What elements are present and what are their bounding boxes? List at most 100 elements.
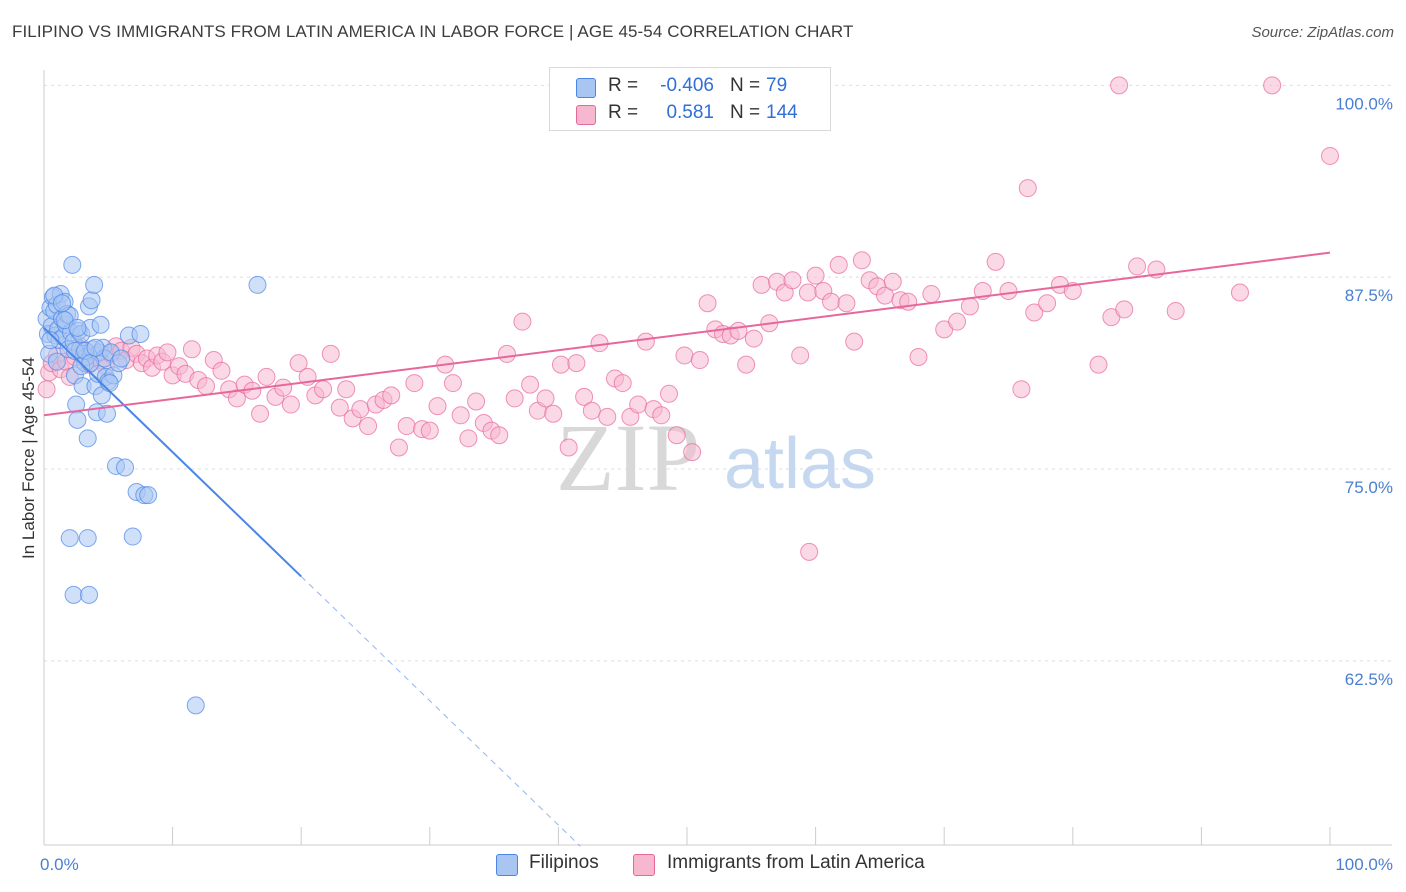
legend-row-filipinos: R = -0.406 N = 79 [550, 74, 830, 102]
series-swatch-filipinos [496, 854, 518, 876]
filipinos-point [60, 529, 79, 548]
latin-america-point [883, 272, 902, 291]
latin-america-point [197, 377, 216, 396]
latin-america-point [536, 389, 555, 408]
latin-america-point [806, 266, 825, 285]
filipinos-point [41, 331, 60, 350]
filipinos-point [186, 696, 205, 715]
latin-america-point [698, 294, 717, 313]
latin-america-point [922, 285, 941, 304]
filipinos-point [68, 410, 87, 429]
x-tick-label-max: 100.0% [1335, 855, 1393, 874]
latin-america-point [1025, 303, 1044, 322]
filipinos-point [47, 352, 66, 371]
filipinos-point [85, 275, 104, 294]
filipinos-point [139, 486, 158, 505]
latin-america-point [559, 438, 578, 457]
filipinos-point [63, 255, 82, 274]
latin-america-point [505, 389, 524, 408]
filipinos-trend-extension [300, 576, 581, 847]
latin-america-point [791, 346, 810, 365]
filipinos-point [248, 275, 267, 294]
latin-america-point [274, 378, 293, 397]
latin-america-point [490, 426, 509, 445]
latin-america-point [1128, 257, 1147, 276]
y-axis-title: In Labor Force | Age 45-54 [19, 357, 38, 559]
series-filipinos-points [37, 255, 267, 715]
filipinos-point [98, 404, 117, 423]
latin-america-point [999, 281, 1018, 300]
watermark-atlas: atlas [724, 424, 876, 504]
latin-america-point [829, 255, 848, 274]
series-latin-america-points [37, 76, 1339, 561]
latin-america-point [575, 387, 594, 406]
latin-america-point [544, 404, 563, 423]
latin-america-point [667, 426, 686, 445]
series-legend-label: Immigrants from Latin America [667, 852, 925, 873]
latin-america-point [428, 397, 447, 416]
latin-america-point [629, 395, 648, 414]
latin-america-point [659, 384, 678, 403]
latin-america-point [986, 252, 1005, 271]
latin-america-point [652, 406, 671, 425]
legend-n-label: N = [730, 75, 761, 96]
latin-america-point [443, 374, 462, 393]
latin-america-point [822, 292, 841, 311]
latin-america-point [1166, 301, 1185, 320]
latin-america-point [729, 321, 748, 340]
legend-r-value: -0.406 [660, 75, 714, 96]
latin-america-point [1038, 294, 1057, 313]
latin-america-point [389, 438, 408, 457]
latin-america-point [683, 443, 702, 462]
latin-america-point [598, 407, 617, 426]
legend-swatch-latin-america [576, 105, 596, 125]
filipinos-point [78, 429, 97, 448]
latin-america-point [497, 344, 516, 363]
filipinos-point [91, 315, 110, 334]
latin-america-point [1230, 283, 1249, 302]
tick-labels: 62.5% 75.0% 87.5% 100.0% 0.0% 100.0% [40, 94, 1393, 874]
filipinos-point [100, 374, 119, 393]
latin-america-point [37, 380, 56, 399]
latin-america-point [314, 380, 333, 399]
latin-america-trend-line [43, 251, 1331, 417]
legend-r-label: R = [608, 102, 639, 123]
latin-america-point [613, 374, 632, 393]
filipinos-point [131, 324, 150, 343]
latin-america-point [251, 404, 270, 423]
filipinos-point [81, 354, 100, 373]
legend-row-latin-america: R = 0.581 N = 144 [550, 101, 830, 129]
y-tick-label: 75.0% [1345, 478, 1393, 497]
latin-america-point [737, 355, 756, 374]
latin-america-point [321, 344, 340, 363]
filipinos-point [123, 527, 142, 546]
legend-swatch-filipinos [576, 78, 596, 98]
latin-america-point [845, 332, 864, 351]
latin-america-point [281, 395, 300, 414]
source-label: Source: ZipAtlas.com [1251, 24, 1394, 41]
latin-america-point [351, 400, 370, 419]
latin-america-point [800, 542, 819, 561]
latin-america-point [582, 401, 601, 420]
latin-america-point [405, 374, 424, 393]
legend-r-value: 0.581 [666, 102, 714, 123]
x-tick-label-min: 0.0% [40, 855, 79, 874]
filipinos-point [80, 585, 99, 604]
latin-america-point [752, 275, 771, 294]
latin-america-point [1018, 179, 1037, 198]
latin-america-point [158, 343, 177, 362]
latin-america-point [567, 354, 586, 373]
latin-america-point [551, 355, 570, 374]
filipinos-point [53, 294, 72, 313]
latin-america-point [337, 380, 356, 399]
latin-america-point [590, 334, 609, 353]
series-swatch-latin-america [633, 854, 655, 876]
y-tick-label: 87.5% [1345, 286, 1393, 305]
filipinos-point [82, 291, 101, 310]
latin-america-point [837, 294, 856, 313]
latin-america-point [451, 406, 470, 425]
latin-america-point [212, 361, 231, 380]
series-legend-label: Filipinos [529, 852, 599, 873]
latin-america-point [1263, 76, 1282, 95]
filipinos-point [68, 318, 87, 337]
